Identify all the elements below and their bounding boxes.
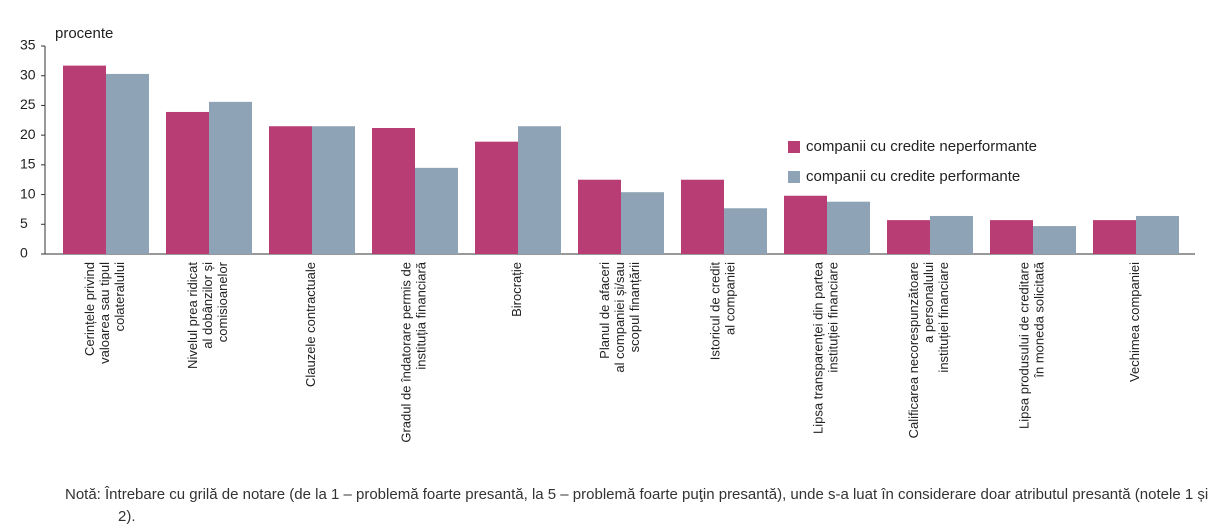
legend-swatch <box>788 171 800 183</box>
bar <box>930 215 973 254</box>
x-tick-label: Istoricul de credital companiei <box>708 262 738 361</box>
bar <box>372 128 415 254</box>
note: Notă: Întrebare cu grilă de notare (de l… <box>65 486 1209 525</box>
legend-label: companii cu credite neperformante <box>806 138 1037 155</box>
chart: procente 0 5 10 15 20 25 30 35 Cerințele privind… <box>20 25 1195 443</box>
y-tick-label: 15 <box>20 156 36 172</box>
y-tick-label: 5 <box>20 215 28 231</box>
bar <box>1033 226 1076 254</box>
bar <box>1093 220 1136 254</box>
x-tick-label: Vechimea companiei <box>1127 262 1142 382</box>
bar <box>827 201 870 254</box>
bar <box>475 141 518 254</box>
x-tick-label: Nivelul prea ridicatal dobânzilor șicomi… <box>185 261 230 369</box>
bar <box>209 101 252 254</box>
x-tick-label: Lipsa produsului de creditareîn moneda s… <box>1017 261 1047 429</box>
x-tick-label: Lipsa transparenței din parteainstituție… <box>811 261 841 434</box>
y-tick-label: 25 <box>20 96 36 112</box>
y-tick-label: 0 <box>20 245 28 261</box>
legend-swatch <box>788 141 800 153</box>
bar <box>887 220 930 254</box>
bar <box>621 192 664 254</box>
bar <box>990 220 1033 254</box>
bar <box>415 167 458 254</box>
y-tick-label: 30 <box>20 66 36 82</box>
bar <box>1136 215 1179 254</box>
x-tick-label: Gradul de îndatorare permis deinstituția… <box>399 261 429 442</box>
bar <box>724 208 767 254</box>
bar <box>312 126 355 254</box>
bar <box>578 179 621 254</box>
x-tick-label: Clauzele contractuale <box>303 262 318 387</box>
bar <box>106 73 149 254</box>
bar <box>681 179 724 254</box>
legend-label: companii cu credite performante <box>806 168 1020 185</box>
bar <box>518 126 561 254</box>
x-tick-label: Calificarea necorespunzătoarea personalu… <box>906 262 951 438</box>
bar <box>63 65 106 255</box>
x-tick-label: Birocrație <box>509 262 524 317</box>
y-tick-label: 35 <box>20 37 36 53</box>
bar <box>166 111 209 254</box>
y-unit-label: procente <box>55 25 113 42</box>
x-tick-label: Planul de afacerial companiei și/sauscop… <box>597 262 642 373</box>
bar <box>784 195 827 254</box>
y-tick-label: 10 <box>20 185 36 201</box>
x-tick-label: Cerințele privindvaloarea sau tipulcolat… <box>82 262 127 364</box>
y-tick-label: 20 <box>20 126 36 142</box>
bar <box>269 126 312 254</box>
